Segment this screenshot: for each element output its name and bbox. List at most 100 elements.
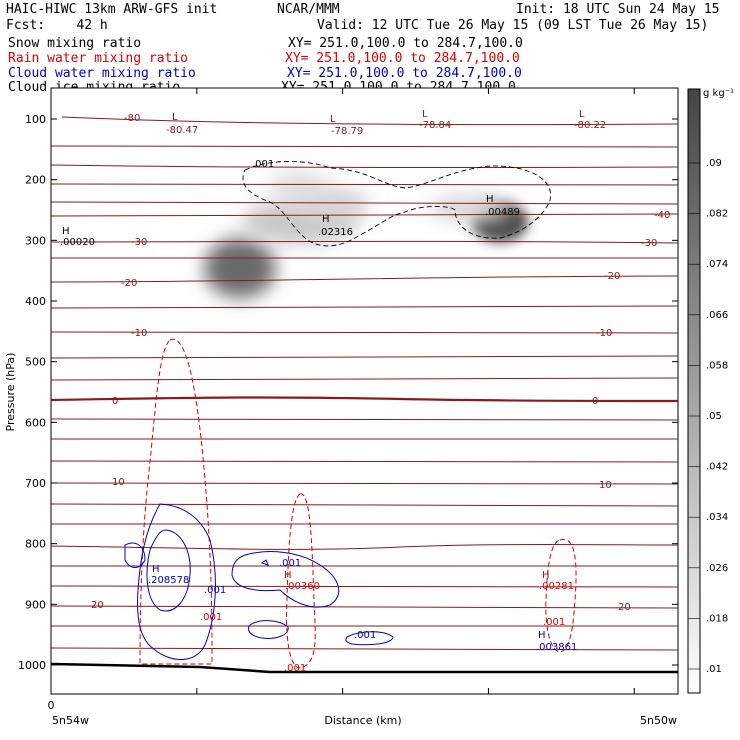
extremum-kind: H — [486, 194, 494, 205]
colorbar-level-label: .018 — [706, 613, 728, 624]
y-axis: Pressure (hPa) 1002003004005006007008009… — [4, 113, 678, 672]
y-tick-label: 400 — [25, 295, 46, 308]
x-endpoint-left: 5n54w — [52, 714, 89, 727]
temperature-label: -30 — [131, 237, 147, 248]
cloud-water-contours — [124, 503, 394, 660]
temperature-label: 0 — [592, 396, 598, 407]
institution-label: NCAR/MMM — [277, 2, 340, 17]
extremum-value: .00281 — [539, 581, 574, 592]
extremum-value: -80.47 — [166, 125, 198, 136]
model-title: HAIC-HIWC 13km ARW-GFS init — [6, 2, 218, 17]
cloud-water-contour-line — [345, 631, 394, 646]
temperature-label: -20 — [604, 271, 620, 282]
valid-time: Valid: 12 UTC Tue 26 May 15 (09 LST Tue … — [317, 18, 709, 33]
isotherm-line — [50, 482, 679, 485]
isotherm-line — [50, 164, 679, 169]
y-tick-label: 200 — [25, 174, 46, 187]
isotherm-line — [50, 418, 679, 421]
field-name-snow: Snow mixing ratio — [8, 36, 142, 51]
colorbar-level-label: .01 — [706, 664, 722, 675]
extremum-value: -78.79 — [331, 126, 363, 137]
contour-label: .001 — [354, 630, 376, 641]
field-name-cloud-water: Cloud water mixing ratio — [8, 66, 196, 81]
snow-shading — [204, 172, 528, 298]
colorbar-unit: g kg⁻¹ — [703, 88, 734, 99]
cloud-water-contour-line — [260, 559, 269, 566]
terrain-line — [50, 662, 678, 674]
temperature-label: 20 — [618, 602, 631, 613]
extremum-kind: H — [284, 570, 292, 581]
temperature-labels: -80 -40 -30 -30 -20 -20 -10 -10 0 0 10 1… — [91, 113, 670, 613]
field-xy-snow: XY= 251.0,100.0 to 284.7,100.0 — [288, 36, 523, 51]
cloud-water-contour-line — [231, 551, 340, 608]
rain-contours — [139, 338, 577, 669]
y-axis-label: Pressure (hPa) — [4, 353, 17, 432]
colorbar-level-label: .074 — [706, 259, 728, 270]
extremum-kind: L — [330, 114, 336, 125]
y-tick-label: 700 — [25, 477, 46, 490]
isotherm-line — [50, 305, 679, 309]
extremum-kind: H — [62, 226, 70, 237]
x-axis-label: Distance (km) — [324, 714, 401, 727]
snow-contours — [242, 161, 552, 247]
x-tick-label: 0 — [48, 699, 55, 712]
temperature-label: -80 — [124, 113, 140, 124]
colorbar-level-label: .058 — [706, 360, 728, 371]
extremum-value: .00360 — [285, 581, 320, 592]
contour-label: .001 — [284, 663, 306, 674]
contour-label: .001 — [279, 558, 301, 569]
extrema-labels: L -80.47 L -78.79 L -78.84 L -80.22 H .0… — [60, 109, 606, 653]
extremum-value: .02316 — [318, 227, 353, 238]
snow-contour-line — [242, 161, 552, 247]
colorbar-level-label: .082 — [706, 209, 728, 220]
contour-label: .001 — [200, 612, 222, 623]
rain-contour-line — [286, 493, 316, 669]
extremum-kind: H — [322, 214, 330, 225]
cloud-water-contour-line — [137, 503, 216, 660]
temperature-label: 0 — [112, 396, 118, 407]
extremum-value: .003861 — [536, 642, 577, 653]
temperature-label: -40 — [654, 210, 670, 221]
extremum-value: -78.84 — [419, 120, 451, 131]
extremum-value: .00489 — [485, 207, 520, 218]
colorbar-level-label: .09 — [706, 158, 722, 169]
extremum-kind: H — [542, 570, 550, 581]
x-axis: 0 5n54w 5n50w Distance (km) — [48, 88, 677, 727]
plot-frame — [50, 87, 679, 695]
y-tick-label: 900 — [25, 598, 46, 611]
temperature-label: -30 — [641, 238, 657, 249]
colorbar-level-label: .026 — [706, 563, 728, 574]
extremum-value: -80.22 — [574, 120, 606, 131]
y-tick-label: 1000 — [18, 659, 46, 672]
isotherm-line — [50, 544, 679, 550]
extremum-kind: L — [172, 112, 178, 123]
temperature-label: -20 — [121, 278, 137, 289]
colorbar-bar — [687, 88, 701, 694]
contour-label: .001 — [204, 585, 226, 596]
extremum-kind: H — [538, 630, 546, 641]
isotherm-line — [50, 213, 679, 217]
y-tick-label: 100 — [25, 113, 46, 126]
contour-label: .001 — [543, 617, 565, 628]
extremum-value: .00020 — [60, 237, 95, 248]
temperature-label: 10 — [599, 480, 612, 491]
y-tick-label: 500 — [25, 356, 46, 369]
temperature-label: -10 — [131, 328, 147, 339]
cloud-water-contour-line — [248, 620, 289, 639]
isotherm-line — [50, 331, 679, 334]
isotherm-line — [61, 116, 679, 126]
temperature-label: -10 — [596, 328, 612, 339]
extremum-kind: H — [152, 564, 160, 575]
y-tick-label: 300 — [25, 234, 46, 247]
colorbar-level-label: .042 — [706, 462, 728, 473]
temperature-label: 20 — [91, 600, 104, 611]
temperature-label: 10 — [112, 477, 125, 488]
contour-value-labels: .001 .001 .001 .001 .001 .001 .001 — [200, 159, 565, 674]
colorbar: g kg⁻¹ .01 .018 .026 .034 .042 .05 .058 .066 .07… — [687, 88, 734, 694]
init-time: Init: 18 UTC Sun 24 May 15 — [516, 2, 720, 17]
isotherm-line — [50, 355, 679, 359]
rain-contour-line — [139, 338, 213, 665]
extremum-kind: L — [579, 109, 585, 120]
cloud-water-contour-line — [146, 529, 191, 612]
